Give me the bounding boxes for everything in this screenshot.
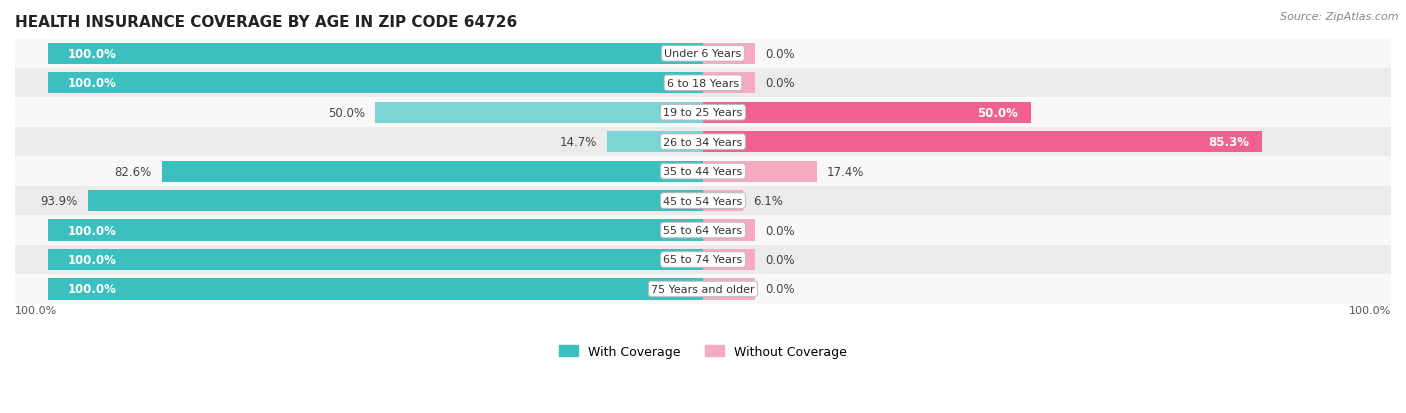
Text: 6.1%: 6.1%: [752, 195, 783, 208]
Text: 50.0%: 50.0%: [329, 107, 366, 119]
Text: HEALTH INSURANCE COVERAGE BY AGE IN ZIP CODE 64726: HEALTH INSURANCE COVERAGE BY AGE IN ZIP …: [15, 15, 517, 30]
Text: 6 to 18 Years: 6 to 18 Years: [666, 78, 740, 88]
Bar: [703, 102, 1031, 123]
Bar: [48, 44, 703, 65]
Bar: [703, 161, 817, 182]
Text: 93.9%: 93.9%: [41, 195, 77, 208]
Text: 14.7%: 14.7%: [560, 136, 598, 149]
Bar: [15, 186, 1391, 216]
Text: Source: ZipAtlas.com: Source: ZipAtlas.com: [1281, 12, 1399, 22]
Text: Under 6 Years: Under 6 Years: [665, 49, 741, 59]
Bar: [87, 190, 703, 212]
Text: 19 to 25 Years: 19 to 25 Years: [664, 108, 742, 118]
Text: 100.0%: 100.0%: [67, 77, 117, 90]
Text: 0.0%: 0.0%: [765, 224, 794, 237]
Text: 65 to 74 Years: 65 to 74 Years: [664, 255, 742, 265]
Bar: [703, 73, 755, 94]
Text: 50.0%: 50.0%: [977, 107, 1018, 119]
Bar: [703, 220, 755, 241]
Bar: [48, 220, 703, 241]
Text: 35 to 44 Years: 35 to 44 Years: [664, 167, 742, 177]
Bar: [703, 132, 1263, 153]
Bar: [162, 161, 703, 182]
Bar: [703, 190, 742, 212]
Text: 0.0%: 0.0%: [765, 253, 794, 266]
Legend: With Coverage, Without Coverage: With Coverage, Without Coverage: [560, 345, 846, 358]
Bar: [15, 98, 1391, 128]
Text: 26 to 34 Years: 26 to 34 Years: [664, 138, 742, 147]
Bar: [375, 102, 703, 123]
Text: 85.3%: 85.3%: [1208, 136, 1249, 149]
Bar: [48, 279, 703, 300]
Text: 75 Years and older: 75 Years and older: [651, 284, 755, 294]
Bar: [15, 275, 1391, 304]
Text: 100.0%: 100.0%: [1348, 305, 1391, 316]
Text: 100.0%: 100.0%: [67, 283, 117, 296]
Bar: [15, 69, 1391, 98]
Text: 82.6%: 82.6%: [115, 165, 152, 178]
Bar: [703, 44, 755, 65]
Text: 100.0%: 100.0%: [67, 47, 117, 61]
Bar: [15, 216, 1391, 245]
Text: 100.0%: 100.0%: [67, 253, 117, 266]
Bar: [48, 73, 703, 94]
Text: 55 to 64 Years: 55 to 64 Years: [664, 225, 742, 235]
Bar: [703, 279, 755, 300]
Bar: [15, 157, 1391, 186]
Bar: [15, 40, 1391, 69]
Bar: [15, 128, 1391, 157]
Bar: [703, 249, 755, 271]
Text: 100.0%: 100.0%: [15, 305, 58, 316]
Text: 45 to 54 Years: 45 to 54 Years: [664, 196, 742, 206]
Text: 0.0%: 0.0%: [765, 77, 794, 90]
Text: 0.0%: 0.0%: [765, 283, 794, 296]
Text: 17.4%: 17.4%: [827, 165, 865, 178]
Bar: [606, 132, 703, 153]
Bar: [15, 245, 1391, 275]
Bar: [48, 249, 703, 271]
Text: 100.0%: 100.0%: [67, 224, 117, 237]
Text: 0.0%: 0.0%: [765, 47, 794, 61]
